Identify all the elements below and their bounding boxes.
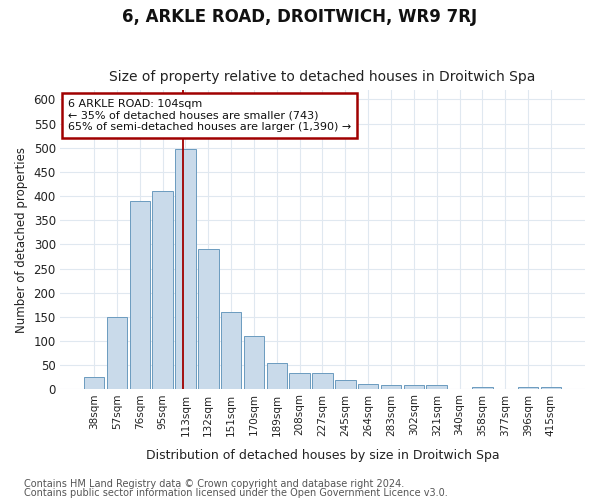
Bar (358, 384, 379, 390)
Y-axis label: Number of detached properties: Number of detached properties (15, 146, 28, 332)
Text: Contains HM Land Registry data © Crown copyright and database right 2024.: Contains HM Land Registry data © Crown c… (24, 479, 404, 489)
Text: Contains public sector information licensed under the Open Government Licence v3: Contains public sector information licen… (24, 488, 448, 498)
Bar (472, 388, 493, 390)
Text: 6 ARKLE ROAD: 104sqm
← 35% of detached houses are smaller (743)
65% of semi-deta: 6 ARKLE ROAD: 104sqm ← 35% of detached h… (68, 99, 351, 132)
Bar (152, 192, 173, 390)
Bar (221, 312, 241, 390)
Text: 6, ARKLE ROAD, DROITWICH, WR9 7RJ: 6, ARKLE ROAD, DROITWICH, WR9 7RJ (122, 8, 478, 26)
Bar (130, 201, 150, 390)
Bar (518, 387, 538, 390)
X-axis label: Distribution of detached houses by size in Droitwich Spa: Distribution of detached houses by size … (146, 450, 499, 462)
Bar (289, 374, 310, 390)
Bar (84, 377, 104, 390)
Title: Size of property relative to detached houses in Droitwich Spa: Size of property relative to detached ho… (109, 70, 536, 85)
Bar (335, 380, 356, 390)
Bar (541, 387, 561, 390)
Bar (107, 317, 127, 390)
Bar (198, 249, 218, 390)
Bar (244, 336, 264, 390)
Bar (381, 386, 401, 390)
Bar (175, 149, 196, 390)
Bar (266, 363, 287, 390)
Bar (404, 386, 424, 390)
Bar (427, 386, 447, 390)
Bar (312, 374, 333, 390)
